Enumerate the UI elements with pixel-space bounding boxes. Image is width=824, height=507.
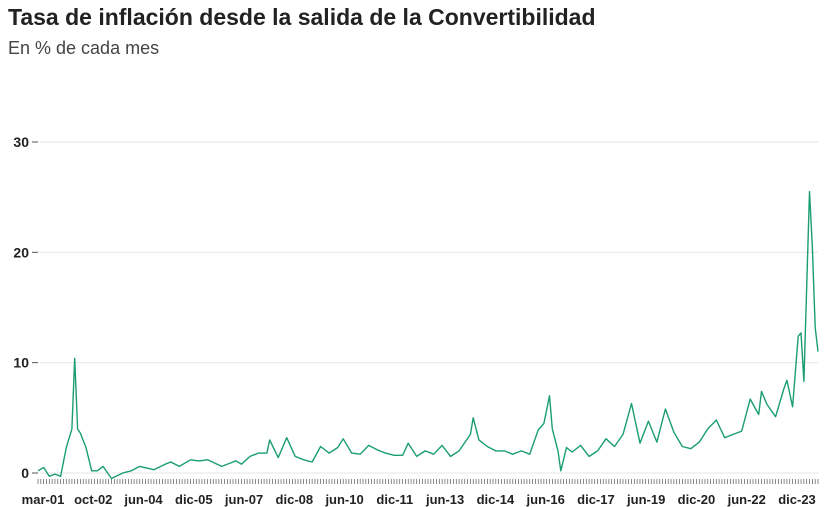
y-tick-label: 30 xyxy=(13,134,29,150)
x-tick-label: dic-20 xyxy=(678,492,716,507)
x-tick-label: jun-13 xyxy=(425,492,464,507)
chart-title: Tasa de inflación desde la salida de la … xyxy=(8,4,596,30)
x-tick-label: oct-02 xyxy=(74,492,112,507)
series-line xyxy=(37,191,819,480)
x-axis: mar-01 oct-02 jun-04 dic-05 jun-07 dic-08 jun-… xyxy=(22,479,819,507)
x-tick-label: dic-05 xyxy=(175,492,213,507)
x-tick-label: jun-22 xyxy=(727,492,766,507)
y-axis: 0 10 20 30 xyxy=(13,134,38,481)
x-tick-label: jun-07 xyxy=(224,492,263,507)
x-tick-label: jun-16 xyxy=(526,492,565,507)
x-tick-label: jun-19 xyxy=(626,492,665,507)
y-tick-label: 20 xyxy=(13,244,29,260)
gridlines xyxy=(40,141,818,474)
x-tick-label: mar-01 xyxy=(22,492,65,507)
x-tick-label: jun-04 xyxy=(123,492,163,507)
x-tick-label: dic-11 xyxy=(376,492,413,507)
y-tick-label: 0 xyxy=(21,465,29,481)
x-tick-label: jun-10 xyxy=(324,492,363,507)
x-tick-label: dic-08 xyxy=(276,492,314,507)
y-tick-label: 10 xyxy=(13,355,29,371)
x-tick-label: dic-17 xyxy=(577,492,615,507)
chart-subtitle: En % de cada mes xyxy=(8,38,160,58)
x-tick-label: dic-14 xyxy=(477,492,515,507)
x-tick-label: dic-23 xyxy=(778,492,816,507)
series-layer xyxy=(37,191,819,480)
